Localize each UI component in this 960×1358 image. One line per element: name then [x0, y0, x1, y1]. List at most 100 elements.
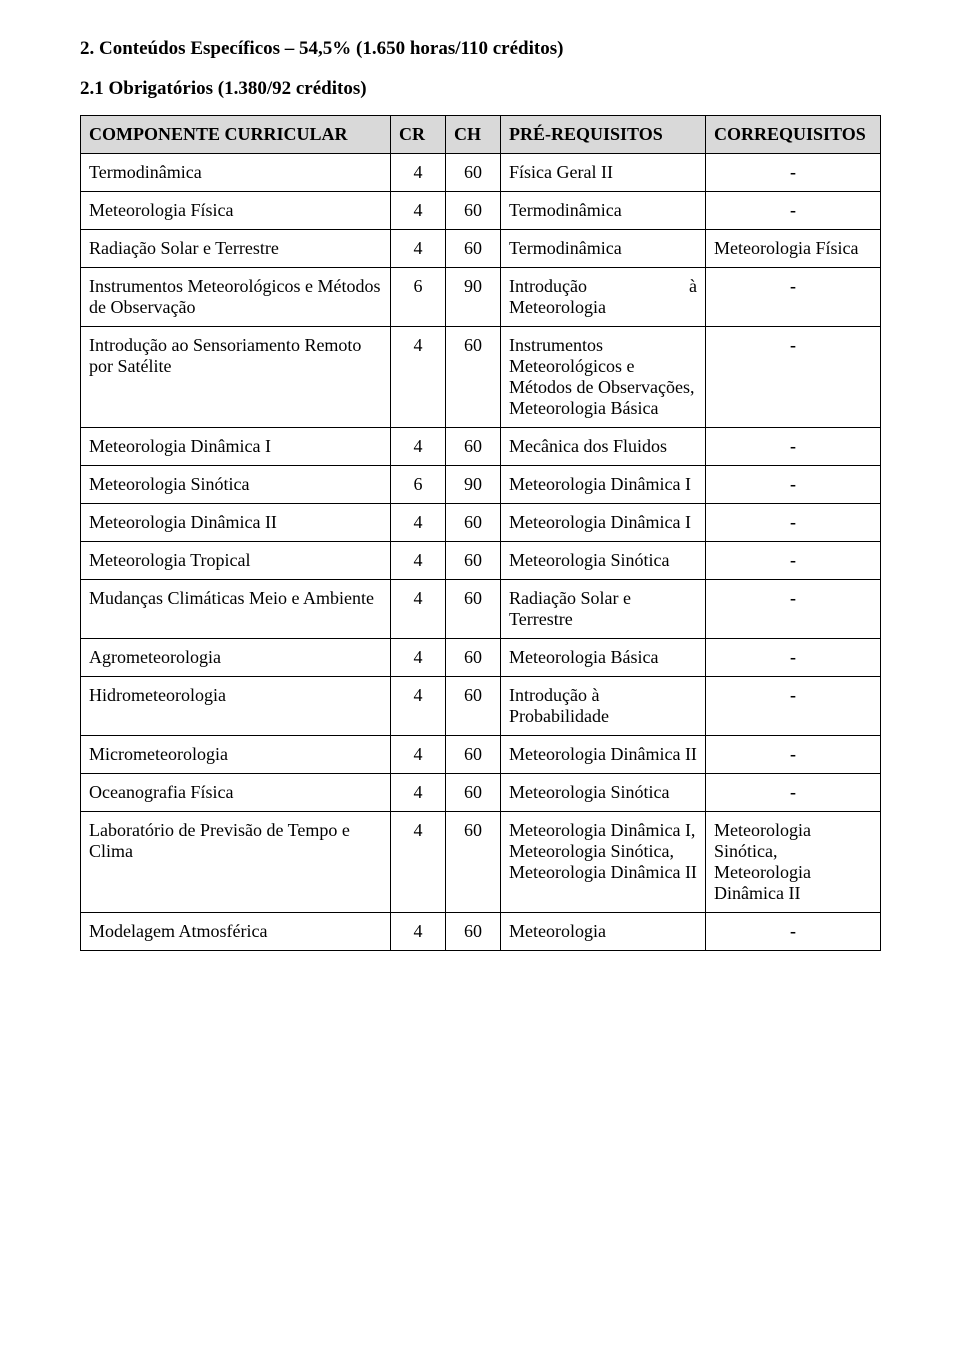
table-row: Termodinâmica460Física Geral II-: [81, 153, 881, 191]
cell-ch: 60: [446, 191, 501, 229]
cell-cr: 4: [391, 735, 446, 773]
cell-name: Meteorologia Sinótica: [81, 465, 391, 503]
cell-name: Introdução ao Sensoriamento Remoto por S…: [81, 326, 391, 427]
cell-pre: Meteorologia Dinâmica I, Meteorologia Si…: [501, 811, 706, 912]
cell-cr: 4: [391, 912, 446, 950]
cell-cor: -: [706, 912, 881, 950]
table-header-row: COMPONENTE CURRICULAR CR CH PRÉ-REQUISIT…: [81, 115, 881, 153]
cell-pre: Meteorologia Dinâmica I: [501, 465, 706, 503]
cell-cor: -: [706, 638, 881, 676]
table-row: Modelagem Atmosférica460Meteorologia-: [81, 912, 881, 950]
cell-name: Meteorologia Dinâmica II: [81, 503, 391, 541]
table-row: Radiação Solar e Terrestre460Termodinâmi…: [81, 229, 881, 267]
cell-ch: 60: [446, 676, 501, 735]
cell-ch: 60: [446, 638, 501, 676]
table-row: Micrometeorologia460Meteorologia Dinâmic…: [81, 735, 881, 773]
cell-pre: Meteorologia: [501, 912, 706, 950]
table-row: Meteorologia Dinâmica II460Meteorologia …: [81, 503, 881, 541]
cell-pre: Termodinâmica: [501, 229, 706, 267]
cell-cr: 6: [391, 267, 446, 326]
cell-name: Termodinâmica: [81, 153, 391, 191]
cell-cr: 4: [391, 229, 446, 267]
section-heading-1: 2. Conteúdos Específicos – 54,5% (1.650 …: [80, 34, 880, 64]
cell-cr: 6: [391, 465, 446, 503]
table-body: Termodinâmica460Física Geral II-Meteorol…: [81, 153, 881, 950]
table-row: Laboratório de Previsão de Tempo e Clima…: [81, 811, 881, 912]
cell-pre: Física Geral II: [501, 153, 706, 191]
cell-cor: Meteorologia Sinótica, Meteorologia Dinâ…: [706, 811, 881, 912]
cell-name: Radiação Solar e Terrestre: [81, 229, 391, 267]
cell-cr: 4: [391, 811, 446, 912]
cell-ch: 90: [446, 465, 501, 503]
cell-name: Hidrometeorologia: [81, 676, 391, 735]
table-row: Agrometeorologia460Meteorologia Básica-: [81, 638, 881, 676]
cell-cr: 4: [391, 579, 446, 638]
cell-name: Agrometeorologia: [81, 638, 391, 676]
cell-cor: -: [706, 191, 881, 229]
table-row: Meteorologia Física460Termodinâmica-: [81, 191, 881, 229]
document-page: 2. Conteúdos Específicos – 54,5% (1.650 …: [0, 0, 960, 991]
cell-cor: -: [706, 735, 881, 773]
cell-pre: Meteorologia Dinâmica II: [501, 735, 706, 773]
cell-ch: 60: [446, 503, 501, 541]
curriculum-table: COMPONENTE CURRICULAR CR CH PRÉ-REQUISIT…: [80, 115, 881, 951]
cell-ch: 60: [446, 427, 501, 465]
cell-cr: 4: [391, 773, 446, 811]
cell-cor: -: [706, 465, 881, 503]
cell-cr: 4: [391, 191, 446, 229]
cell-ch: 60: [446, 811, 501, 912]
cell-cor: -: [706, 541, 881, 579]
col-header-cr: CR: [391, 115, 446, 153]
cell-ch: 60: [446, 912, 501, 950]
cell-name: Modelagem Atmosférica: [81, 912, 391, 950]
cell-ch: 60: [446, 153, 501, 191]
cell-name: Laboratório de Previsão de Tempo e Clima: [81, 811, 391, 912]
cell-cor: Meteorologia Física: [706, 229, 881, 267]
cell-pre: Mecânica dos Fluidos: [501, 427, 706, 465]
cell-ch: 90: [446, 267, 501, 326]
cell-name: Meteorologia Dinâmica I: [81, 427, 391, 465]
cell-cr: 4: [391, 503, 446, 541]
cell-cor: -: [706, 267, 881, 326]
cell-pre: Introdução à Probabilidade: [501, 676, 706, 735]
cell-cor: -: [706, 579, 881, 638]
cell-pre: Meteorologia Sinótica: [501, 773, 706, 811]
table-row: Instrumentos Meteorológicos e Métodos de…: [81, 267, 881, 326]
table-row: Mudanças Climáticas Meio e Ambiente460Ra…: [81, 579, 881, 638]
table-row: Oceanografia Física460Meteorologia Sinót…: [81, 773, 881, 811]
cell-name: Micrometeorologia: [81, 735, 391, 773]
cell-cr: 4: [391, 427, 446, 465]
cell-pre: Termodinâmica: [501, 191, 706, 229]
cell-cr: 4: [391, 676, 446, 735]
cell-cor: -: [706, 326, 881, 427]
cell-pre: Instrumentos Meteorológicos e Métodos de…: [501, 326, 706, 427]
table-row: Meteorologia Tropical460Meteorologia Sin…: [81, 541, 881, 579]
col-header-pre: PRÉ-REQUISITOS: [501, 115, 706, 153]
cell-ch: 60: [446, 773, 501, 811]
cell-ch: 60: [446, 735, 501, 773]
cell-pre: Meteorologia Básica: [501, 638, 706, 676]
col-header-ch: CH: [446, 115, 501, 153]
cell-cor: -: [706, 503, 881, 541]
cell-name: Meteorologia Tropical: [81, 541, 391, 579]
cell-pre: Meteorologia Dinâmica I: [501, 503, 706, 541]
cell-cor: -: [706, 153, 881, 191]
cell-ch: 60: [446, 326, 501, 427]
cell-cr: 4: [391, 638, 446, 676]
cell-ch: 60: [446, 541, 501, 579]
cell-pre: Introdução à Meteorologia: [501, 267, 706, 326]
cell-name: Meteorologia Física: [81, 191, 391, 229]
table-row: Hidrometeorologia460Introdução à Probabi…: [81, 676, 881, 735]
cell-cor: -: [706, 427, 881, 465]
cell-name: Oceanografia Física: [81, 773, 391, 811]
cell-ch: 60: [446, 579, 501, 638]
col-header-name: COMPONENTE CURRICULAR: [81, 115, 391, 153]
cell-name: Instrumentos Meteorológicos e Métodos de…: [81, 267, 391, 326]
cell-cr: 4: [391, 541, 446, 579]
cell-cr: 4: [391, 326, 446, 427]
table-row: Meteorologia Dinâmica I460Mecânica dos F…: [81, 427, 881, 465]
section-heading-2: 2.1 Obrigatórios (1.380/92 créditos): [80, 74, 880, 104]
cell-pre: Radiação Solar e Terrestre: [501, 579, 706, 638]
table-row: Introdução ao Sensoriamento Remoto por S…: [81, 326, 881, 427]
cell-cor: -: [706, 773, 881, 811]
